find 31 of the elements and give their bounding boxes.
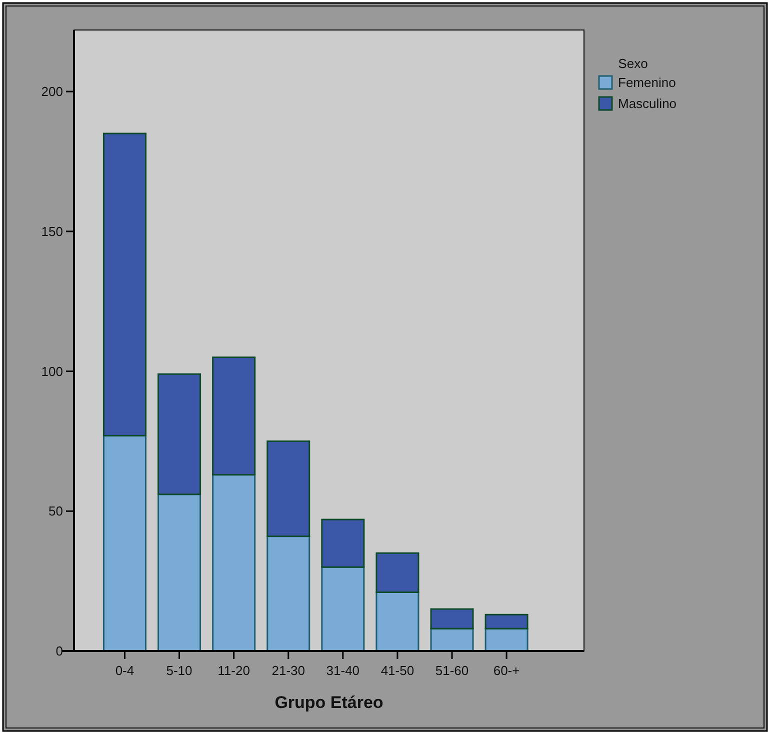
bar [430,608,474,630]
bar [158,494,202,652]
bar [102,434,146,652]
y-tick-label: 50 [48,504,63,519]
bar [158,373,202,496]
legend-label: Femenino [618,75,676,90]
x-tick-label: 51-60 [435,663,469,678]
bar [321,566,365,652]
bar [102,132,146,436]
x-tick-label: 31-40 [326,663,360,678]
bar [484,614,528,630]
y-tick-label: 100 [41,364,63,379]
x-axis-title: Grupo Etáreo [274,693,384,712]
bar [321,518,365,568]
y-tick-label: 150 [41,224,63,239]
bar [212,356,256,476]
x-tick-label: 11-20 [218,663,250,678]
y-tick-label: 200 [41,84,63,100]
bar [376,592,420,652]
bar [376,552,420,594]
bar [212,474,256,652]
x-tick-label: 5-10 [166,663,192,678]
legend-title: Sexo [618,56,648,71]
bar [266,440,310,538]
x-tick-label: 0-4 [115,663,134,678]
legend-label: Masculino [618,96,677,112]
y-tick-label: 0 [56,644,63,659]
bar [266,536,310,652]
x-tick-label: 41-50 [380,663,414,678]
x-tick-label: 60-+ [493,663,520,678]
x-tick-label: 21-30 [272,663,305,678]
